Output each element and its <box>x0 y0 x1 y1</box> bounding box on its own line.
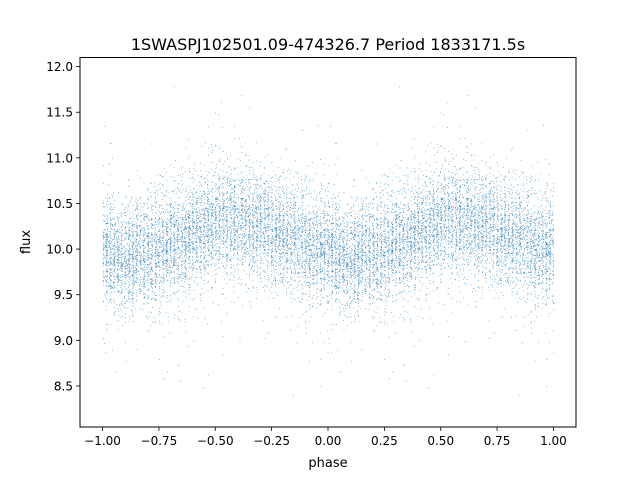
data-point-group <box>102 147 554 396</box>
x-tick-label: −0.75 <box>141 434 178 448</box>
y-tick-label: 11.5 <box>46 106 73 120</box>
data-points <box>102 86 555 396</box>
y-tick-label: 12.0 <box>46 60 73 74</box>
x-axis-label: phase <box>308 456 347 471</box>
y-tick-label: 10.0 <box>46 243 73 257</box>
chart-title: 1SWASPJ102501.09-474326.7 Period 1833171… <box>131 35 525 54</box>
x-axis: −1.00 −0.75 −0.50 −0.25 0.00 0.25 0.50 0.75 1.00 <box>84 427 567 448</box>
y-tick-label: 9.0 <box>54 334 73 348</box>
x-tick-label: −0.25 <box>253 434 290 448</box>
y-tick-label: 8.5 <box>54 379 73 393</box>
y-axis-label: flux <box>19 230 34 254</box>
x-tick-label: 0.25 <box>371 434 398 448</box>
x-tick-label: 0.75 <box>484 434 511 448</box>
x-tick-label: −1.00 <box>84 434 121 448</box>
y-tick-label: 10.5 <box>46 197 73 211</box>
x-tick-label: −0.50 <box>197 434 234 448</box>
x-tick-label: 0.00 <box>315 434 342 448</box>
x-tick-label: 0.50 <box>427 434 454 448</box>
y-axis: 8.5 9.0 9.5 10.0 10.5 11.0 11.5 12.0 <box>46 60 80 393</box>
y-tick-label: 11.0 <box>46 151 73 165</box>
x-tick-label: 1.00 <box>540 434 567 448</box>
y-tick-label: 9.5 <box>54 288 73 302</box>
